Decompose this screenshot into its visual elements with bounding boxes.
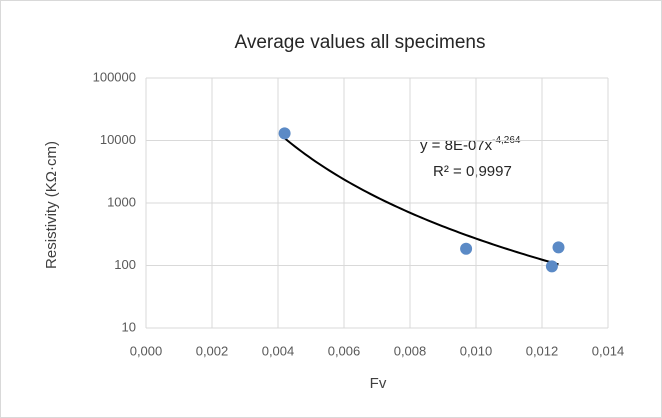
r2-value: 0,9997 <box>466 163 512 180</box>
x-tick-label: 0,014 <box>592 343 625 358</box>
x-tick-label: 0,010 <box>460 343 493 358</box>
y-axis-label: Resistivity (KΩ·cm) <box>43 141 60 269</box>
y-tick-label: 100 <box>114 257 136 272</box>
data-point <box>552 241 565 254</box>
equation-variable: x <box>485 137 493 154</box>
x-tick-label: 0,012 <box>526 343 559 358</box>
y-tick-label: 1000 <box>107 194 136 209</box>
y-tick-label: 100000 <box>93 69 136 84</box>
data-point <box>460 242 473 255</box>
equation-prefix: y = <box>420 137 445 154</box>
x-tick-label: 0,002 <box>196 343 229 358</box>
x-tick-label: 0,006 <box>328 343 361 358</box>
r2-prefix: R² = <box>433 163 466 180</box>
y-tick-label: 10000 <box>100 132 136 147</box>
data-point <box>278 127 291 140</box>
trendline-r2: R² = 0,9997 <box>433 163 512 180</box>
y-tick-label: 10 <box>122 319 136 334</box>
trendline <box>283 137 559 266</box>
equation-coefficient: 8E-07 <box>445 137 485 154</box>
chart-title: Average values all specimens <box>234 32 485 53</box>
x-tick-label: 0,008 <box>394 343 427 358</box>
data-point <box>545 260 558 273</box>
x-tick-label: 0,000 <box>130 343 163 358</box>
x-tick-label: 0,004 <box>262 343 295 358</box>
x-axis-label: Fv <box>370 375 387 392</box>
